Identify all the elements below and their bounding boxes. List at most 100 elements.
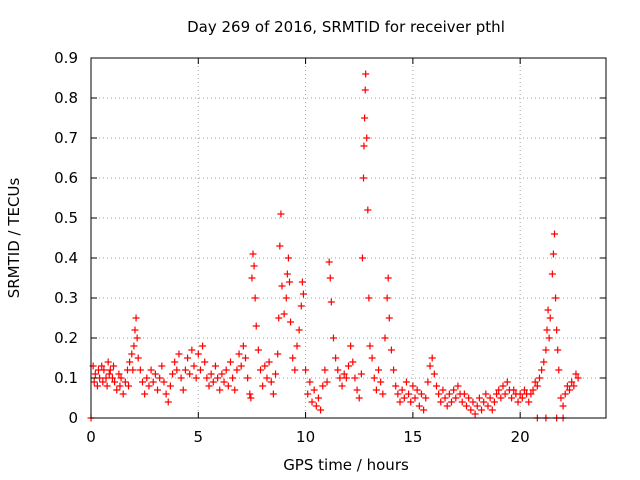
data-point <box>392 382 400 390</box>
data-point <box>363 134 371 142</box>
data-point <box>439 386 447 394</box>
x-tick-label: 20 <box>511 428 530 446</box>
data-point <box>98 362 106 370</box>
data-point <box>192 374 200 382</box>
data-point <box>231 386 239 394</box>
data-point <box>334 366 342 374</box>
data-point <box>158 362 166 370</box>
data-point <box>490 398 498 406</box>
data-point <box>229 374 237 382</box>
data-point <box>287 318 295 326</box>
data-point <box>99 378 107 386</box>
data-point <box>93 382 101 390</box>
data-point <box>244 374 252 382</box>
data-point <box>516 390 524 398</box>
data-point <box>424 378 432 386</box>
data-point <box>160 378 168 386</box>
data-point <box>257 366 265 374</box>
data-point <box>478 406 486 414</box>
data-point <box>100 366 108 374</box>
x-tick-label: 5 <box>194 428 204 446</box>
data-point <box>508 394 516 402</box>
data-point <box>362 70 370 78</box>
data-point <box>132 314 140 322</box>
data-point <box>361 114 369 122</box>
data-point <box>379 390 387 398</box>
data-point <box>542 346 550 354</box>
data-point <box>467 406 475 414</box>
chart-title: Day 269 of 2016, SRMTID for receiver pth… <box>187 18 505 36</box>
data-point <box>450 386 458 394</box>
y-tick-label: 0 <box>68 409 78 427</box>
data-point <box>169 370 177 378</box>
data-point <box>499 382 507 390</box>
data-point <box>293 342 301 350</box>
data-point <box>269 390 277 398</box>
data-point <box>173 366 181 374</box>
data-point <box>469 398 477 406</box>
data-point <box>129 366 137 374</box>
data-point <box>277 210 285 218</box>
data-point <box>91 370 99 378</box>
data-point <box>141 390 149 398</box>
x-axis-label: GPS time / hours <box>283 456 409 474</box>
data-point <box>136 366 144 374</box>
y-axis-label: SRMTID / TECUs <box>5 178 23 299</box>
data-point <box>525 398 533 406</box>
data-point <box>154 386 162 394</box>
data-point <box>336 374 344 382</box>
data-point <box>435 390 443 398</box>
y-tick-label: 0.2 <box>54 329 78 347</box>
data-point <box>252 322 260 330</box>
data-point <box>563 382 571 390</box>
y-tick-label: 0.1 <box>54 369 78 387</box>
data-point <box>460 390 468 398</box>
data-point <box>370 374 378 382</box>
data-point <box>295 326 303 334</box>
data-point <box>426 362 434 370</box>
data-point <box>384 274 392 282</box>
data-point <box>145 382 153 390</box>
x-tick-label: 15 <box>403 428 422 446</box>
data-point <box>340 370 348 378</box>
data-point <box>289 354 297 362</box>
data-point <box>319 382 327 390</box>
data-point <box>443 402 451 410</box>
data-point <box>409 382 417 390</box>
data-point <box>495 386 503 394</box>
data-point <box>297 302 305 310</box>
data-point <box>405 390 413 398</box>
data-point <box>360 142 368 150</box>
data-point <box>375 366 383 374</box>
data-point <box>368 354 376 362</box>
data-point <box>407 398 415 406</box>
data-point <box>552 294 560 302</box>
x-tick-label: 10 <box>296 428 315 446</box>
data-point <box>90 378 98 386</box>
data-point <box>310 386 318 394</box>
data-point <box>385 314 393 322</box>
data-point <box>398 386 406 394</box>
data-point <box>554 346 562 354</box>
data-point <box>441 394 449 402</box>
data-point <box>106 366 114 374</box>
data-point <box>559 402 567 410</box>
data-point <box>366 342 374 350</box>
data-point <box>113 386 121 394</box>
y-tick-label: 0.4 <box>54 249 78 267</box>
y-axis: 0 0.1 0.2 0.3 0.4 0.5 0.6 0.7 0.8 0.9 <box>54 49 606 427</box>
data-point <box>546 314 554 322</box>
data-point <box>116 382 124 390</box>
data-point <box>321 366 329 374</box>
data-point <box>102 374 110 382</box>
data-point <box>342 374 350 382</box>
data-point <box>551 230 558 238</box>
y-tick-label: 0.5 <box>54 209 78 227</box>
data-point <box>108 374 116 382</box>
data-point <box>261 362 269 370</box>
data-point <box>272 370 280 378</box>
data-point <box>147 366 155 374</box>
data-point <box>463 402 471 410</box>
x-tick-label: 0 <box>86 428 96 446</box>
data-point <box>111 378 119 386</box>
